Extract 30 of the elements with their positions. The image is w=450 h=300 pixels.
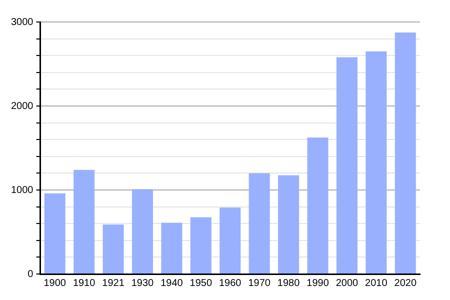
x-tick-label: 1910 (72, 278, 96, 289)
bar (366, 51, 387, 274)
y-tick-label: 1000 (10, 184, 34, 196)
x-tick-label: 1921 (102, 278, 125, 289)
bar (336, 57, 358, 274)
bar (44, 193, 66, 274)
x-tick-label: 1940 (160, 278, 184, 289)
bar (248, 173, 270, 274)
bar (278, 175, 300, 274)
x-tick-label: 1950 (190, 278, 212, 289)
y-tick-label: 0 (28, 268, 34, 280)
x-tick-label: 1960 (219, 278, 242, 289)
x-tick-label: 2020 (394, 278, 417, 289)
bar (102, 224, 124, 274)
x-tick-label: 1970 (248, 278, 271, 289)
y-tick-label: 3000 (10, 16, 34, 28)
bar (74, 170, 95, 274)
x-tick-label: 1990 (306, 278, 330, 289)
x-tick-label: 1980 (277, 278, 300, 289)
y-tick-label: 2000 (10, 100, 34, 112)
bar (132, 189, 154, 274)
bar (220, 208, 241, 274)
x-tick-label: 1930 (131, 278, 154, 289)
bar (394, 32, 416, 274)
x-tick-label: 1900 (44, 278, 66, 289)
bar (190, 217, 212, 274)
bar (307, 138, 328, 274)
x-tick-label: 2000 (336, 278, 359, 289)
bar (161, 222, 182, 274)
x-tick-label: 2010 (365, 278, 388, 289)
